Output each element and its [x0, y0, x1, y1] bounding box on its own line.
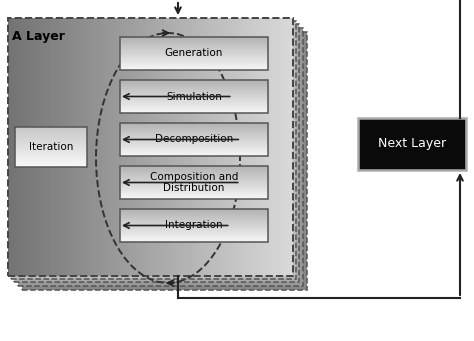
Text: A Layer: A Layer — [12, 30, 65, 43]
Bar — [120, 209, 268, 242]
Bar — [11, 21, 296, 279]
Bar — [120, 123, 268, 156]
Text: Integration: Integration — [165, 221, 223, 231]
Text: Generation: Generation — [165, 48, 223, 59]
Text: Next Layer: Next Layer — [378, 137, 446, 150]
Text: Iteration: Iteration — [29, 142, 73, 152]
Bar — [14, 24, 299, 282]
Text: Composition and
Distribution: Composition and Distribution — [150, 172, 238, 193]
Bar — [358, 118, 466, 170]
Bar — [120, 80, 268, 113]
Bar — [120, 37, 268, 70]
Bar — [18, 28, 303, 286]
Bar — [22, 32, 307, 290]
Bar — [8, 18, 293, 276]
Bar — [120, 166, 268, 199]
Bar — [15, 127, 87, 167]
Text: Simulation: Simulation — [166, 91, 222, 102]
Text: Decomposition: Decomposition — [155, 134, 233, 145]
